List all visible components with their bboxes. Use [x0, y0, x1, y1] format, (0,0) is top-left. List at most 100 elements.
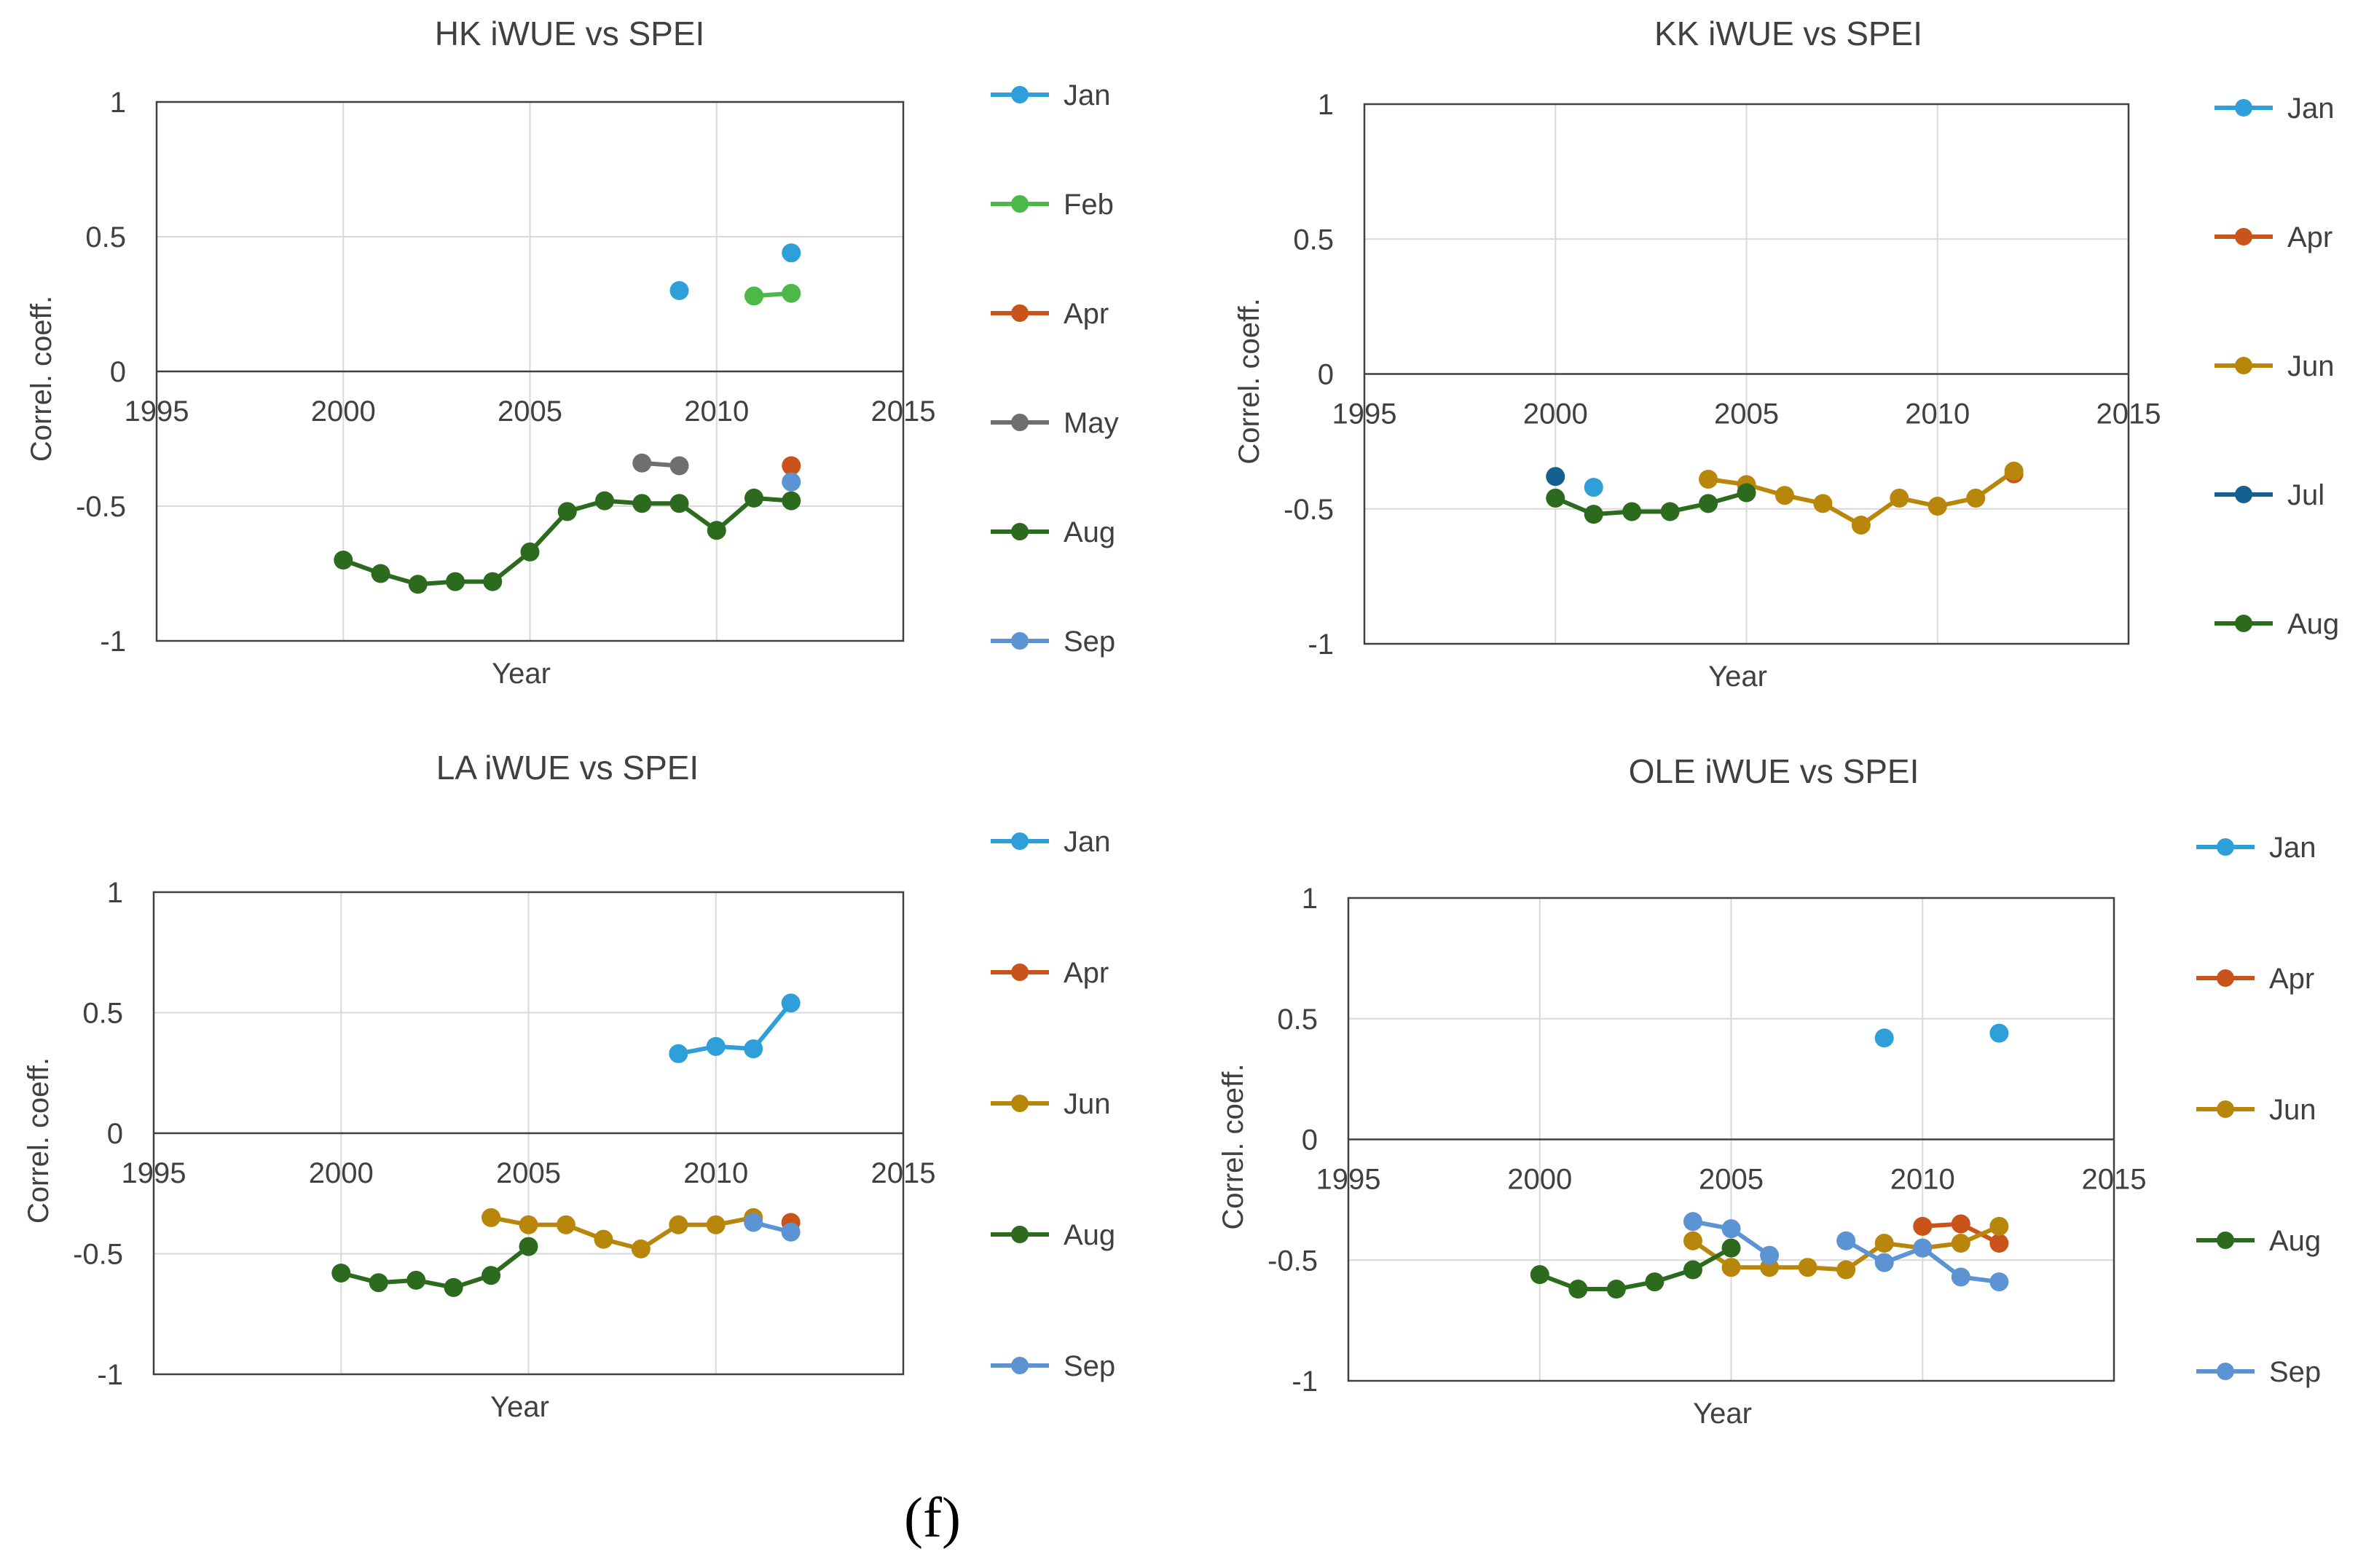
series-aug: [334, 488, 801, 594]
x-tick-label: 2000: [311, 395, 376, 428]
data-point: [1760, 1245, 1780, 1265]
y-axis-title: Correl. coeff.: [1233, 298, 1265, 464]
data-point: [1699, 469, 1718, 489]
y-axis-title: Correl. coeff.: [1217, 1063, 1249, 1229]
data-point: [669, 1215, 688, 1234]
data-point: [744, 488, 763, 508]
y-axis-title: Correl. coeff.: [23, 1057, 55, 1224]
data-point: [482, 1266, 501, 1285]
y-tick-label: -0.5: [73, 1239, 123, 1271]
data-point: [669, 494, 689, 513]
data-point: [1660, 502, 1680, 521]
legend-label: Jan: [1064, 79, 1111, 111]
chart-panels: HK iWUE vs SPEI 1995 2000 2005 2010 2015 1 0.5 0…: [23, 15, 2339, 1430]
data-point: [669, 456, 689, 476]
legend-label: Apr: [1064, 957, 1109, 989]
y-axis-title: Correl. coeff.: [25, 296, 58, 462]
legend-label: Jul: [2287, 479, 2324, 511]
data-point: [1584, 478, 1603, 497]
x-axis-title: Year: [492, 658, 551, 690]
legend-label: Aug: [2287, 608, 2339, 640]
data-point: [1913, 1216, 1933, 1236]
legend-label: Apr: [1064, 298, 1109, 330]
y-tick-label: 0: [110, 356, 126, 388]
data-point: [782, 283, 801, 303]
data-point: [782, 491, 801, 511]
x-axis-title: Year: [1693, 1398, 1752, 1430]
data-point: [444, 1277, 463, 1297]
series-line: [1538, 1246, 1732, 1292]
y-tick-label: -1: [1308, 629, 1334, 661]
x-tick-label: 2000: [309, 1157, 374, 1189]
legend-marker: [1011, 414, 1029, 431]
data-point: [1775, 486, 1794, 505]
data-point: [1737, 483, 1756, 503]
y-tick-label: -1: [97, 1359, 123, 1391]
y-tick-label: 1: [1302, 883, 1318, 915]
data-point: [1836, 1260, 1856, 1280]
legend-label: Aug: [1064, 1219, 1115, 1251]
legend-marker: [1011, 1357, 1029, 1374]
legend: Jan Apr Jun Jul Aug: [2214, 92, 2339, 640]
x-tick-label: 2005: [1714, 398, 1779, 430]
legend-marker: [1011, 195, 1029, 213]
x-tick-label: 2015: [2082, 1164, 2147, 1196]
y-tick-label: 0.5: [82, 998, 123, 1030]
legend-label: Jan: [1064, 826, 1111, 858]
data-point: [334, 551, 353, 570]
y-tick-label: -1: [100, 626, 126, 658]
data-point: [556, 1215, 575, 1234]
legend-label: Sep: [1064, 1350, 1115, 1382]
series-jan: [1584, 478, 1603, 497]
chart-kk: KK iWUE vs SPEI 1995 2000 2005 2010 2015 1 0.5 0…: [1233, 15, 2339, 693]
data-point: [1683, 1260, 1702, 1280]
legend-marker: [2235, 615, 2252, 632]
legend: Jan Feb Apr May Aug Sep: [991, 79, 1119, 658]
legend-marker: [2217, 969, 2234, 987]
data-point: [1927, 497, 1947, 516]
data-point: [1874, 1234, 1894, 1253]
y-tick-label: 1: [1318, 89, 1334, 121]
data-point: [519, 1237, 538, 1256]
data-point: [1606, 1280, 1626, 1299]
x-axis-title: Year: [490, 1391, 549, 1423]
data-point: [744, 1213, 763, 1232]
data-point: [1568, 1280, 1588, 1299]
x-tick-label: 2010: [684, 395, 749, 428]
data-point: [706, 1036, 726, 1056]
data-point: [1989, 1272, 2009, 1292]
data-point: [1874, 1028, 1894, 1048]
x-tick-label: 2000: [1507, 1164, 1572, 1196]
x-tick-label: 2015: [871, 395, 936, 428]
x-tick-label: 2000: [1523, 398, 1588, 430]
data-point: [669, 281, 689, 300]
data-point: [1721, 1258, 1741, 1277]
legend-label: Apr: [2287, 221, 2333, 253]
x-tick-label: 2015: [871, 1157, 936, 1189]
legend-marker: [1011, 832, 1029, 850]
series-sep: [744, 1213, 801, 1242]
data-point: [1989, 1234, 2009, 1253]
chart-title: KK iWUE vs SPEI: [1654, 15, 1922, 52]
data-point: [632, 494, 652, 513]
y-tick-label: -1: [1292, 1366, 1318, 1398]
legend: Jan Apr Jun Aug Sep: [991, 826, 1115, 1382]
data-point: [781, 1222, 801, 1242]
series-jan: [1874, 1023, 2009, 1048]
legend-marker: [1011, 523, 1029, 540]
legend-marker: [2235, 357, 2252, 374]
data-point: [369, 1273, 388, 1293]
data-point: [371, 564, 390, 583]
y-tick-label: 0: [1318, 359, 1334, 391]
data-point: [557, 502, 577, 521]
y-tick-label: 0.5: [1277, 1004, 1318, 1036]
series-jul: [1546, 467, 1565, 486]
legend-label: Aug: [2269, 1225, 2321, 1257]
series-may: [632, 453, 689, 476]
series-jun: [1683, 1216, 2009, 1280]
legend-label: Jan: [2287, 92, 2335, 125]
y-tick-label: -0.5: [1284, 494, 1334, 526]
legend-marker: [2235, 99, 2252, 117]
series-sep: [782, 472, 801, 492]
